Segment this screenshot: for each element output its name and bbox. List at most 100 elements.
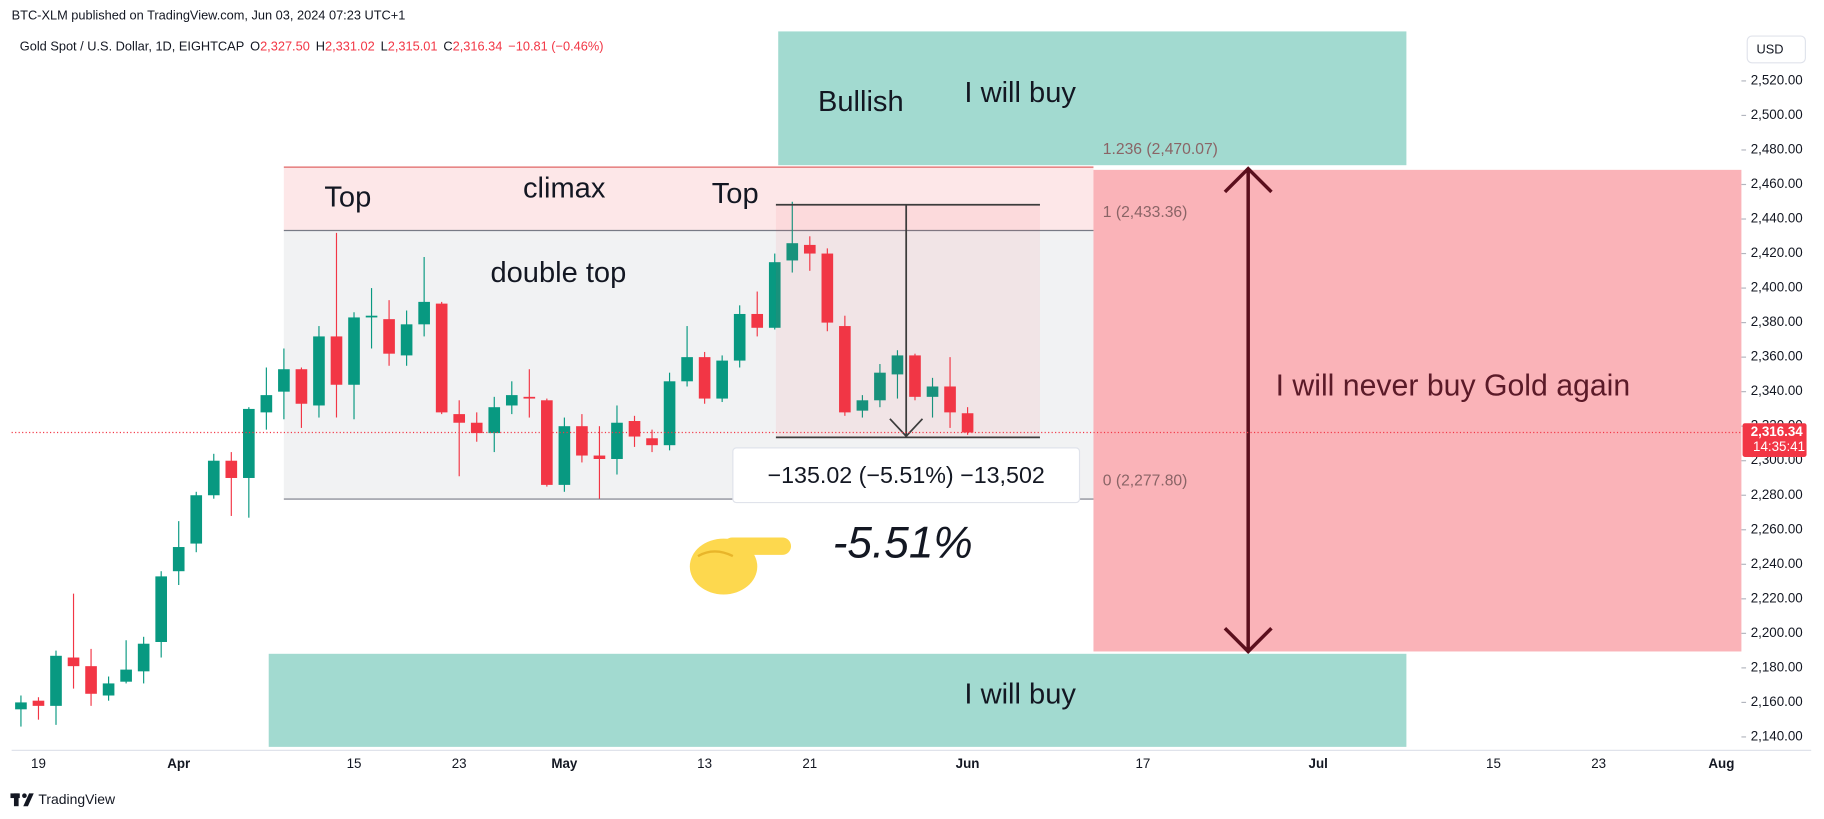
y-tick-label: 2,480.00	[1751, 141, 1803, 156]
candle-body	[32, 700, 45, 706]
y-tick-label: 2,360.00	[1751, 349, 1803, 364]
measure-box	[775, 204, 1040, 438]
annotation: I will never buy Gold again	[1276, 369, 1631, 402]
candle-body	[733, 313, 746, 361]
candle-body	[646, 438, 658, 446]
y-tick-label: 2,180.00	[1751, 659, 1803, 674]
x-tick-label: 23	[452, 756, 467, 771]
measure-arrowhead	[889, 418, 924, 438]
candle-body	[435, 303, 448, 413]
candle-body	[260, 395, 273, 413]
y-tick-label: 2,520.00	[1751, 72, 1803, 87]
chart-title: Gold Spot / U.S. Dollar, 1D, EIGHTCAP	[20, 39, 244, 54]
candle-body	[786, 243, 799, 261]
pointing-hand-icon	[689, 537, 792, 595]
annotation: Top	[712, 178, 759, 210]
callout: -5.51%	[833, 518, 973, 567]
legend-change: −10.81 (−0.46%)	[508, 39, 603, 54]
annotation: I will buy	[964, 678, 1076, 710]
candle-body	[295, 369, 308, 404]
candle-body	[400, 324, 413, 356]
x-tick-label: 19	[31, 756, 46, 771]
legend-value: 2,331.02	[325, 39, 375, 54]
candle-body	[85, 666, 97, 694]
y-tick-label: 2,200.00	[1751, 625, 1803, 640]
candle-body	[207, 460, 220, 496]
y-tick-label: 2,160.00	[1751, 694, 1803, 709]
candle-body	[172, 547, 185, 572]
y-tick-label: 2,260.00	[1751, 521, 1803, 536]
measure-label: −135.02 (−5.51%) −13,502	[768, 462, 1045, 488]
candle-body	[243, 408, 255, 478]
currency: USD	[1757, 41, 1784, 56]
candle-body	[803, 244, 816, 254]
x-tick-label: 21	[802, 756, 817, 771]
candle-body	[716, 360, 728, 399]
candle-body	[418, 301, 430, 325]
candle-body	[383, 319, 395, 354]
last-price-label: 2,316.34	[1751, 424, 1804, 439]
candle-body	[505, 395, 518, 406]
x-tick-label: 15	[347, 756, 362, 771]
candle-body	[330, 336, 343, 385]
y-tick-label: 2,220.00	[1751, 590, 1803, 605]
x-tick-label: 15	[1486, 756, 1501, 771]
x-tick-label: Jun	[956, 756, 980, 771]
candle-body	[874, 372, 886, 401]
candle-body	[891, 355, 904, 375]
x-tick-label: Apr	[167, 756, 190, 771]
last-price-box	[1742, 423, 1807, 457]
candle-body	[190, 495, 203, 544]
y-tick-label: 2,380.00	[1751, 314, 1803, 329]
candle-body	[821, 253, 834, 323]
range-arrowhead-top	[1223, 166, 1273, 194]
candle-body	[313, 336, 325, 406]
x-tick-label: Jul	[1309, 756, 1328, 771]
x-tick-label: 23	[1591, 756, 1606, 771]
y-tick-label: 2,340.00	[1751, 383, 1803, 398]
candle-body	[611, 422, 623, 459]
candle-body	[523, 396, 536, 399]
fib-zone-upper	[283, 167, 1094, 231]
legend-key: C	[443, 39, 452, 54]
candle-body	[541, 400, 553, 485]
x-tick-label: Aug	[1708, 756, 1734, 771]
x-tick-label: 17	[1135, 756, 1150, 771]
candle-body	[225, 460, 238, 478]
candle-body	[751, 313, 764, 328]
brand: TradingView	[38, 791, 116, 807]
y-tick-label: 2,140.00	[1751, 728, 1803, 743]
candle-body	[137, 643, 150, 672]
publisher: BTC-XLM published on TradingView.com, Ju…	[12, 8, 406, 23]
candle-body	[102, 683, 115, 696]
legend-key: H	[316, 39, 325, 54]
fib-label: 0 (2,277.80)	[1103, 473, 1188, 490]
candle-body	[909, 355, 921, 397]
legend-key: O	[250, 39, 260, 54]
candle-body	[15, 702, 27, 710]
x-tick-label: May	[551, 756, 578, 771]
annotation: double top	[490, 257, 626, 289]
sell-zone	[1093, 169, 1742, 652]
candle-body	[698, 357, 711, 399]
candle-body	[67, 657, 80, 667]
candle-body	[278, 369, 290, 392]
buy-zone-bottom	[268, 653, 1407, 747]
range-arrowhead-bottom	[1223, 626, 1273, 654]
annotation: Top	[324, 182, 371, 214]
candle-body	[768, 262, 781, 328]
candle-body	[961, 413, 974, 433]
legend-value: 2,315.01	[388, 39, 438, 54]
x-tick-label: 13	[697, 756, 712, 771]
candle-body	[576, 426, 588, 456]
fib-label: 1.236 (2,470.07)	[1103, 141, 1218, 158]
candles	[15, 201, 974, 727]
y-tick-label: 2,240.00	[1751, 556, 1803, 571]
candle-body	[470, 422, 483, 434]
y-tick-label: 2,420.00	[1751, 245, 1803, 260]
candle-body	[926, 386, 939, 397]
candle-body	[681, 357, 693, 382]
candle-body	[453, 414, 466, 423]
